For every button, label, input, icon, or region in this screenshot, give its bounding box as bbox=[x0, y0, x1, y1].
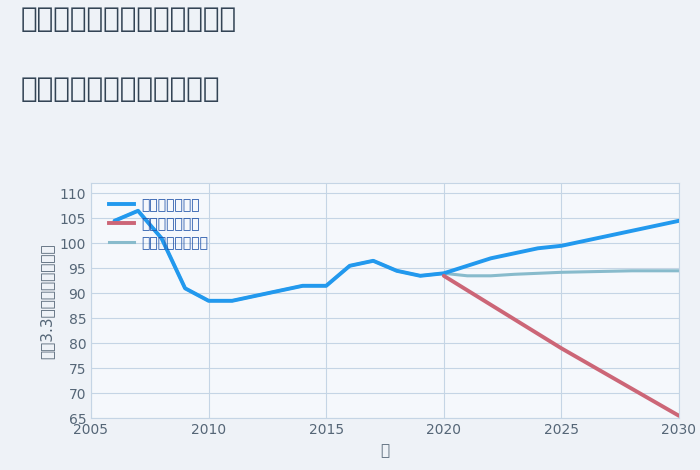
グッドシナリオ bbox=[204, 298, 213, 304]
ノーマルシナリオ bbox=[346, 263, 354, 269]
ノーマルシナリオ bbox=[134, 208, 142, 214]
Legend: グッドシナリオ, バッドシナリオ, ノーマルシナリオ: グッドシナリオ, バッドシナリオ, ノーマルシナリオ bbox=[104, 193, 214, 255]
グッドシナリオ bbox=[251, 293, 260, 298]
グッドシナリオ bbox=[463, 263, 472, 269]
Line: ノーマルシナリオ: ノーマルシナリオ bbox=[115, 211, 679, 301]
バッドシナリオ bbox=[440, 273, 448, 279]
グッドシナリオ bbox=[510, 251, 519, 256]
ノーマルシナリオ bbox=[322, 283, 330, 289]
グッドシナリオ bbox=[581, 238, 589, 243]
ノーマルシナリオ bbox=[369, 258, 377, 264]
ノーマルシナリオ bbox=[228, 298, 237, 304]
Y-axis label: 坪（3.3㎡）単価（万円）: 坪（3.3㎡）単価（万円） bbox=[39, 243, 54, 359]
ノーマルシナリオ bbox=[111, 218, 119, 224]
グッドシナリオ bbox=[346, 263, 354, 269]
グッドシナリオ bbox=[298, 283, 307, 289]
グッドシナリオ bbox=[134, 208, 142, 214]
ノーマルシナリオ bbox=[181, 285, 189, 291]
グッドシナリオ bbox=[416, 273, 424, 279]
グッドシナリオ bbox=[393, 268, 401, 274]
ノーマルシナリオ bbox=[533, 270, 542, 276]
Text: 中古マンションの価格推移: 中古マンションの価格推移 bbox=[21, 75, 221, 103]
グッドシナリオ bbox=[369, 258, 377, 264]
グッドシナリオ bbox=[228, 298, 237, 304]
ノーマルシナリオ bbox=[204, 298, 213, 304]
ノーマルシナリオ bbox=[298, 283, 307, 289]
バッドシナリオ bbox=[675, 413, 683, 419]
ノーマルシナリオ bbox=[651, 268, 659, 274]
ノーマルシナリオ bbox=[581, 269, 589, 274]
Text: 三重県桑名市多度町南之郷の: 三重県桑名市多度町南之郷の bbox=[21, 5, 237, 33]
グッドシナリオ bbox=[557, 243, 566, 249]
グッドシナリオ bbox=[322, 283, 330, 289]
Line: バッドシナリオ: バッドシナリオ bbox=[444, 276, 679, 416]
ノーマルシナリオ bbox=[251, 293, 260, 298]
ノーマルシナリオ bbox=[158, 235, 166, 241]
グッドシナリオ bbox=[533, 245, 542, 251]
ノーマルシナリオ bbox=[275, 288, 284, 294]
ノーマルシナリオ bbox=[557, 269, 566, 275]
グッドシナリオ bbox=[675, 218, 683, 224]
ノーマルシナリオ bbox=[440, 270, 448, 276]
ノーマルシナリオ bbox=[604, 268, 612, 274]
グッドシナリオ bbox=[275, 288, 284, 294]
グッドシナリオ bbox=[440, 270, 448, 276]
ノーマルシナリオ bbox=[510, 272, 519, 277]
グッドシナリオ bbox=[158, 235, 166, 241]
ノーマルシナリオ bbox=[416, 273, 424, 279]
グッドシナリオ bbox=[111, 218, 119, 224]
X-axis label: 年: 年 bbox=[380, 443, 390, 458]
グッドシナリオ bbox=[181, 285, 189, 291]
グッドシナリオ bbox=[628, 228, 636, 234]
バッドシナリオ bbox=[557, 345, 566, 351]
ノーマルシナリオ bbox=[628, 268, 636, 274]
ノーマルシナリオ bbox=[675, 268, 683, 274]
ノーマルシナリオ bbox=[486, 273, 495, 279]
グッドシナリオ bbox=[486, 256, 495, 261]
Line: グッドシナリオ: グッドシナリオ bbox=[115, 211, 679, 301]
ノーマルシナリオ bbox=[463, 273, 472, 279]
グッドシナリオ bbox=[604, 233, 612, 239]
グッドシナリオ bbox=[651, 223, 659, 228]
ノーマルシナリオ bbox=[393, 268, 401, 274]
